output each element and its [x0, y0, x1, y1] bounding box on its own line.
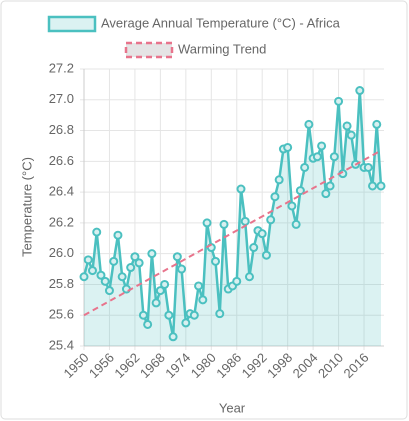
y-tick-label: 27.2: [49, 60, 74, 75]
legend-label: Average Annual Temperature (°C) - Africa: [101, 15, 341, 30]
point: [368, 181, 378, 191]
point: [334, 96, 344, 106]
point: [261, 250, 271, 260]
point: [236, 184, 246, 194]
point: [181, 318, 191, 328]
point: [312, 152, 322, 162]
point: [109, 256, 119, 266]
point: [240, 216, 250, 226]
point: [304, 119, 314, 129]
point: [113, 230, 123, 240]
y-tick-label: 26.2: [49, 214, 74, 229]
point: [134, 258, 144, 268]
point: [249, 243, 259, 253]
point: [79, 272, 89, 282]
point: [117, 272, 127, 282]
point: [300, 162, 310, 172]
point: [376, 181, 386, 191]
point: [104, 286, 114, 296]
point: [126, 263, 136, 273]
point: [155, 286, 165, 296]
trend-line: [83, 149, 382, 317]
y-tick-label: 26.8: [49, 122, 74, 137]
point: [244, 272, 254, 282]
point: [151, 298, 161, 308]
point: [194, 281, 204, 291]
point: [329, 152, 339, 162]
point: [257, 229, 267, 239]
point: [232, 276, 242, 286]
point: [168, 332, 178, 342]
point: [215, 309, 225, 319]
point: [270, 192, 280, 202]
y-axis-title: Temperature (°C): [19, 157, 34, 257]
legend-swatch: [47, 15, 97, 33]
point: [143, 319, 153, 329]
point: [172, 252, 182, 262]
y-tick-label: 26.4: [49, 184, 74, 199]
point: [346, 130, 356, 140]
point: [96, 270, 106, 280]
point: [266, 215, 276, 225]
point: [189, 310, 199, 320]
point: [177, 264, 187, 274]
y-tick-label: 25.4: [49, 337, 74, 352]
point: [355, 86, 365, 96]
y-tick-label: 25.8: [49, 276, 74, 291]
point: [342, 121, 352, 131]
point: [198, 295, 208, 305]
point: [291, 219, 301, 229]
point: [325, 181, 335, 191]
y-tick-label: 26.6: [49, 153, 74, 168]
point: [287, 201, 297, 211]
point: [83, 255, 93, 265]
point: [121, 284, 131, 294]
point: [295, 186, 305, 196]
point: [130, 252, 140, 262]
point: [160, 279, 170, 289]
point: [138, 310, 148, 320]
point: [317, 141, 327, 151]
point: [283, 142, 293, 152]
point: [372, 119, 382, 129]
y-tick-label: 25.6: [49, 307, 74, 322]
point: [147, 249, 157, 259]
point: [87, 266, 97, 276]
legend-label: Warming Trend: [178, 41, 266, 56]
point: [100, 276, 110, 286]
y-tick-label: 26.0: [49, 245, 74, 260]
point: [274, 175, 284, 185]
point: [363, 162, 373, 172]
point: [92, 227, 102, 237]
point: [202, 218, 212, 228]
y-tick-label: 27.0: [49, 91, 74, 106]
x-axis-title: Year: [219, 400, 246, 415]
point: [321, 189, 331, 199]
point: [211, 256, 221, 266]
point: [219, 219, 229, 229]
point: [164, 310, 174, 320]
legend-swatch: [124, 41, 174, 59]
